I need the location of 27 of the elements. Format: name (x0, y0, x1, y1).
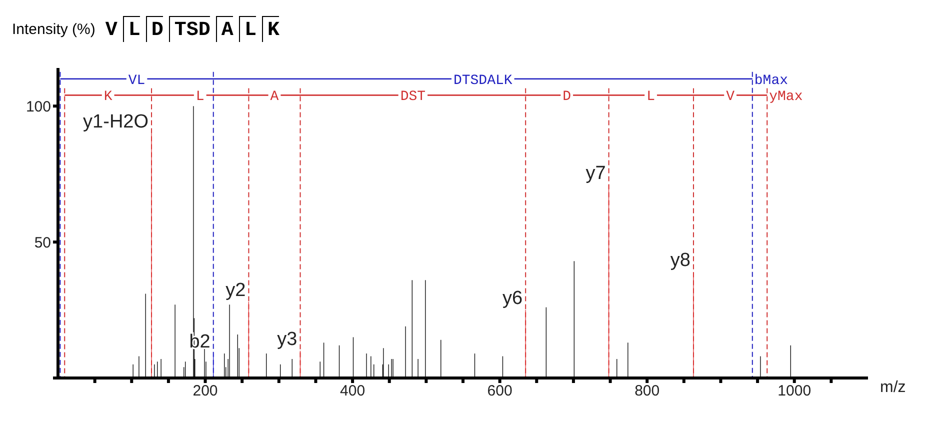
x-axis-title: m/z (880, 379, 906, 396)
ref-line-label: bMax (754, 72, 788, 89)
ref-line-label: yMax (769, 89, 803, 106)
annotation: y7 (586, 162, 606, 184)
annotation: V (726, 89, 736, 106)
x-tick-label: 600 (487, 382, 512, 400)
annotation: DST (400, 89, 426, 106)
annotation: L (196, 89, 204, 106)
annotation: A (270, 89, 280, 106)
chart-title: V L D TSD A L K (104, 18, 280, 42)
annotation: y2 (226, 280, 246, 301)
y-axis-title: Intensity (%) (12, 20, 96, 38)
annotation: K (104, 89, 113, 106)
annotation: L (646, 89, 655, 106)
annotation: y3 (277, 328, 298, 350)
annotation: D (562, 89, 572, 106)
x-tick-label: 800 (634, 382, 660, 400)
x-tick-label: 200 (192, 382, 218, 400)
annotation: y1-H2O (83, 111, 149, 132)
annotation: VL (128, 72, 146, 89)
annotation: y8 (670, 250, 690, 271)
y-tick-label: 100 (26, 98, 51, 116)
annotation: y6 (502, 288, 523, 310)
annotation: DTSDALK (453, 72, 513, 89)
x-tick-label: 1000 (778, 382, 812, 400)
x-tick-label: 400 (340, 382, 366, 400)
y-tick-label: 50 (34, 234, 51, 252)
